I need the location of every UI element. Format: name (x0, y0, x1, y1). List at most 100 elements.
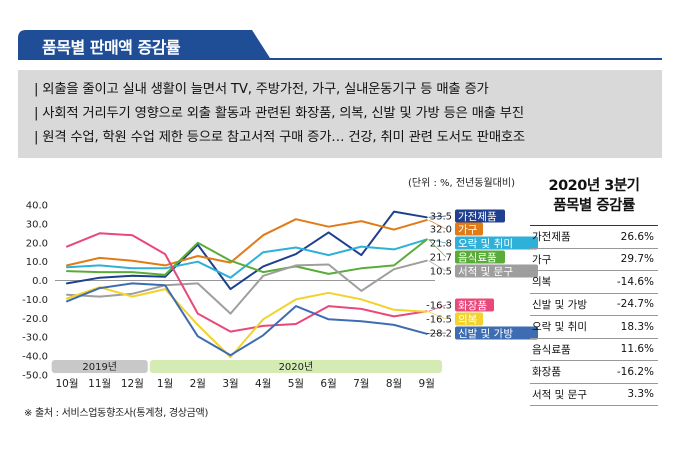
end-label-leader (428, 332, 447, 335)
end-value-label: -16.5 (426, 315, 452, 326)
row-name: 음식료품 (532, 343, 571, 356)
y-tick-label: -30.0 (22, 333, 48, 344)
x-tick-label: 3월 (222, 378, 238, 390)
row-name: 오락 및 취미 (532, 321, 587, 334)
title-underline (18, 58, 662, 60)
series-tag-label: 음식료품 (458, 252, 497, 264)
row-value: -16.2% (616, 365, 654, 378)
series-tag-label: 가구 (458, 224, 478, 236)
row-value: 11.6% (620, 343, 654, 356)
series-tag (455, 250, 505, 264)
series-line (66, 286, 428, 359)
end-value-label: 21.8 (430, 239, 452, 250)
end-value-label: 10.5 (430, 267, 452, 278)
year-band-label: 2020년 (279, 361, 314, 373)
y-tick-label: 20.0 (26, 238, 48, 249)
series-tag-label: 오락 및 취미 (458, 238, 513, 250)
x-tick-label: 8월 (386, 378, 402, 390)
series-line (66, 232, 428, 333)
row-name: 신발 및 가방 (532, 298, 587, 311)
series-tag-label: 화장품 (458, 300, 487, 312)
end-value-label: -16.3 (426, 301, 452, 312)
row-name: 가구 (532, 253, 552, 266)
row-value: 29.7% (620, 253, 654, 266)
x-tick-label: 5월 (288, 378, 304, 390)
table-row: 화장품 -16.2% (530, 361, 658, 384)
summary-line-1: | 외출을 줄이고 실내 생활이 늘면서 TV, 주방가전, 가구, 실내운동기… (34, 82, 489, 97)
y-tick-label: -50.0 (22, 371, 48, 382)
end-label-leader (428, 239, 447, 244)
x-tick-label: 6월 (320, 378, 336, 390)
series-tag (455, 298, 494, 312)
end-label-leader (428, 304, 447, 312)
series-tag (455, 209, 505, 223)
year-band (149, 360, 443, 373)
y-tick-label: 40.0 (26, 201, 48, 212)
x-tick-label: 9월 (419, 378, 435, 390)
year-band (51, 360, 148, 373)
x-tick-label: 4월 (255, 378, 271, 390)
end-label-leader (428, 219, 447, 230)
series-line (66, 238, 428, 279)
quarter-table-title-1: 2020년 3분기 (548, 178, 640, 194)
series-tag-label: 서적 및 문구 (458, 266, 513, 278)
row-name: 가전제품 (532, 231, 571, 244)
table-row: 신발 및 가방 -24.7% (530, 294, 658, 316)
row-value: -14.6% (616, 275, 654, 288)
table-row: 가전제품 26.6% (530, 226, 658, 249)
x-tick-label: 12월 (121, 378, 144, 390)
summary-line-2: | 사회적 거리두기 영향으로 외출 활동과 관련된 화장품, 의복, 신발 및… (34, 106, 524, 121)
end-label-leader (428, 215, 447, 218)
end-value-label: 21.7 (430, 253, 452, 264)
end-value-label: 32.0 (430, 225, 452, 236)
x-tick-label: 2월 (190, 378, 206, 390)
end-label-leader (428, 311, 447, 320)
series-tag (455, 312, 483, 326)
y-tick-label: 10.0 (26, 257, 48, 268)
end-label-leader (428, 260, 447, 272)
unit-note: (단위 : %, 전년동월대비) (408, 178, 515, 189)
y-tick-label: -40.0 (22, 352, 48, 363)
series-line (66, 238, 428, 276)
summary-line-3: | 원격 수업, 학원 수업 제한 등으로 참고서적 구매 증가… 건강, 취미… (34, 130, 525, 145)
x-tick-label: 10월 (55, 378, 78, 390)
y-tick-label: 0.0 (32, 276, 48, 287)
series-tag (455, 326, 538, 340)
row-name: 화장품 (532, 366, 561, 379)
table-row: 서적 및 문구 3.3% (530, 384, 658, 406)
table-row: 의복 -14.6% (530, 271, 658, 294)
series-tag (455, 236, 538, 250)
summary-box: | 외출을 줄이고 실내 생활이 늘면서 TV, 주방가전, 가구, 실내운동기… (18, 70, 662, 158)
row-value: 18.3% (620, 320, 654, 333)
row-value: 3.3% (627, 388, 654, 401)
row-value: -24.7% (616, 298, 654, 311)
year-band-label: 2019년 (82, 361, 117, 373)
series-line (66, 282, 428, 357)
x-tick-label: 11월 (88, 378, 111, 390)
end-value-label: 33.5 (430, 212, 452, 223)
series-tag (455, 264, 538, 278)
y-tick-label: -10.0 (22, 295, 48, 306)
source-note: ※ 출처 : 서비스업동향조사(통계청, 경상금액) (24, 408, 209, 419)
table-row: 가구 29.7% (530, 249, 658, 271)
series-line (66, 259, 428, 315)
title-banner-shape (18, 30, 270, 58)
x-tick-label: 7월 (353, 378, 369, 390)
row-name: 서적 및 문구 (532, 388, 587, 401)
quarter-table-title-2: 품목별 증감률 (553, 198, 635, 214)
row-value: 26.6% (620, 230, 654, 243)
series-tag-label: 신발 및 가방 (458, 328, 513, 340)
x-tick-label: 1월 (157, 378, 173, 390)
page-title: 품목별 판매액 증감률 (42, 38, 181, 57)
series-line (66, 218, 428, 267)
table-row: 음식료품 11.6% (530, 339, 658, 361)
series-tag (455, 222, 483, 236)
series-tag-label: 의복 (458, 314, 478, 326)
page-title-banner: 품목별 판매액 증감률 (18, 30, 270, 58)
quarter-summary-table: 2020년 3분기 품목별 증감률 가전제품 26.6% 가구 29.7% 의복 -1… (530, 176, 658, 406)
series-tag-label: 가전제품 (458, 211, 497, 223)
end-label-leader (428, 239, 447, 258)
table-row: 오락 및 취미 18.3% (530, 316, 658, 339)
y-tick-label: 30.0 (26, 219, 48, 230)
